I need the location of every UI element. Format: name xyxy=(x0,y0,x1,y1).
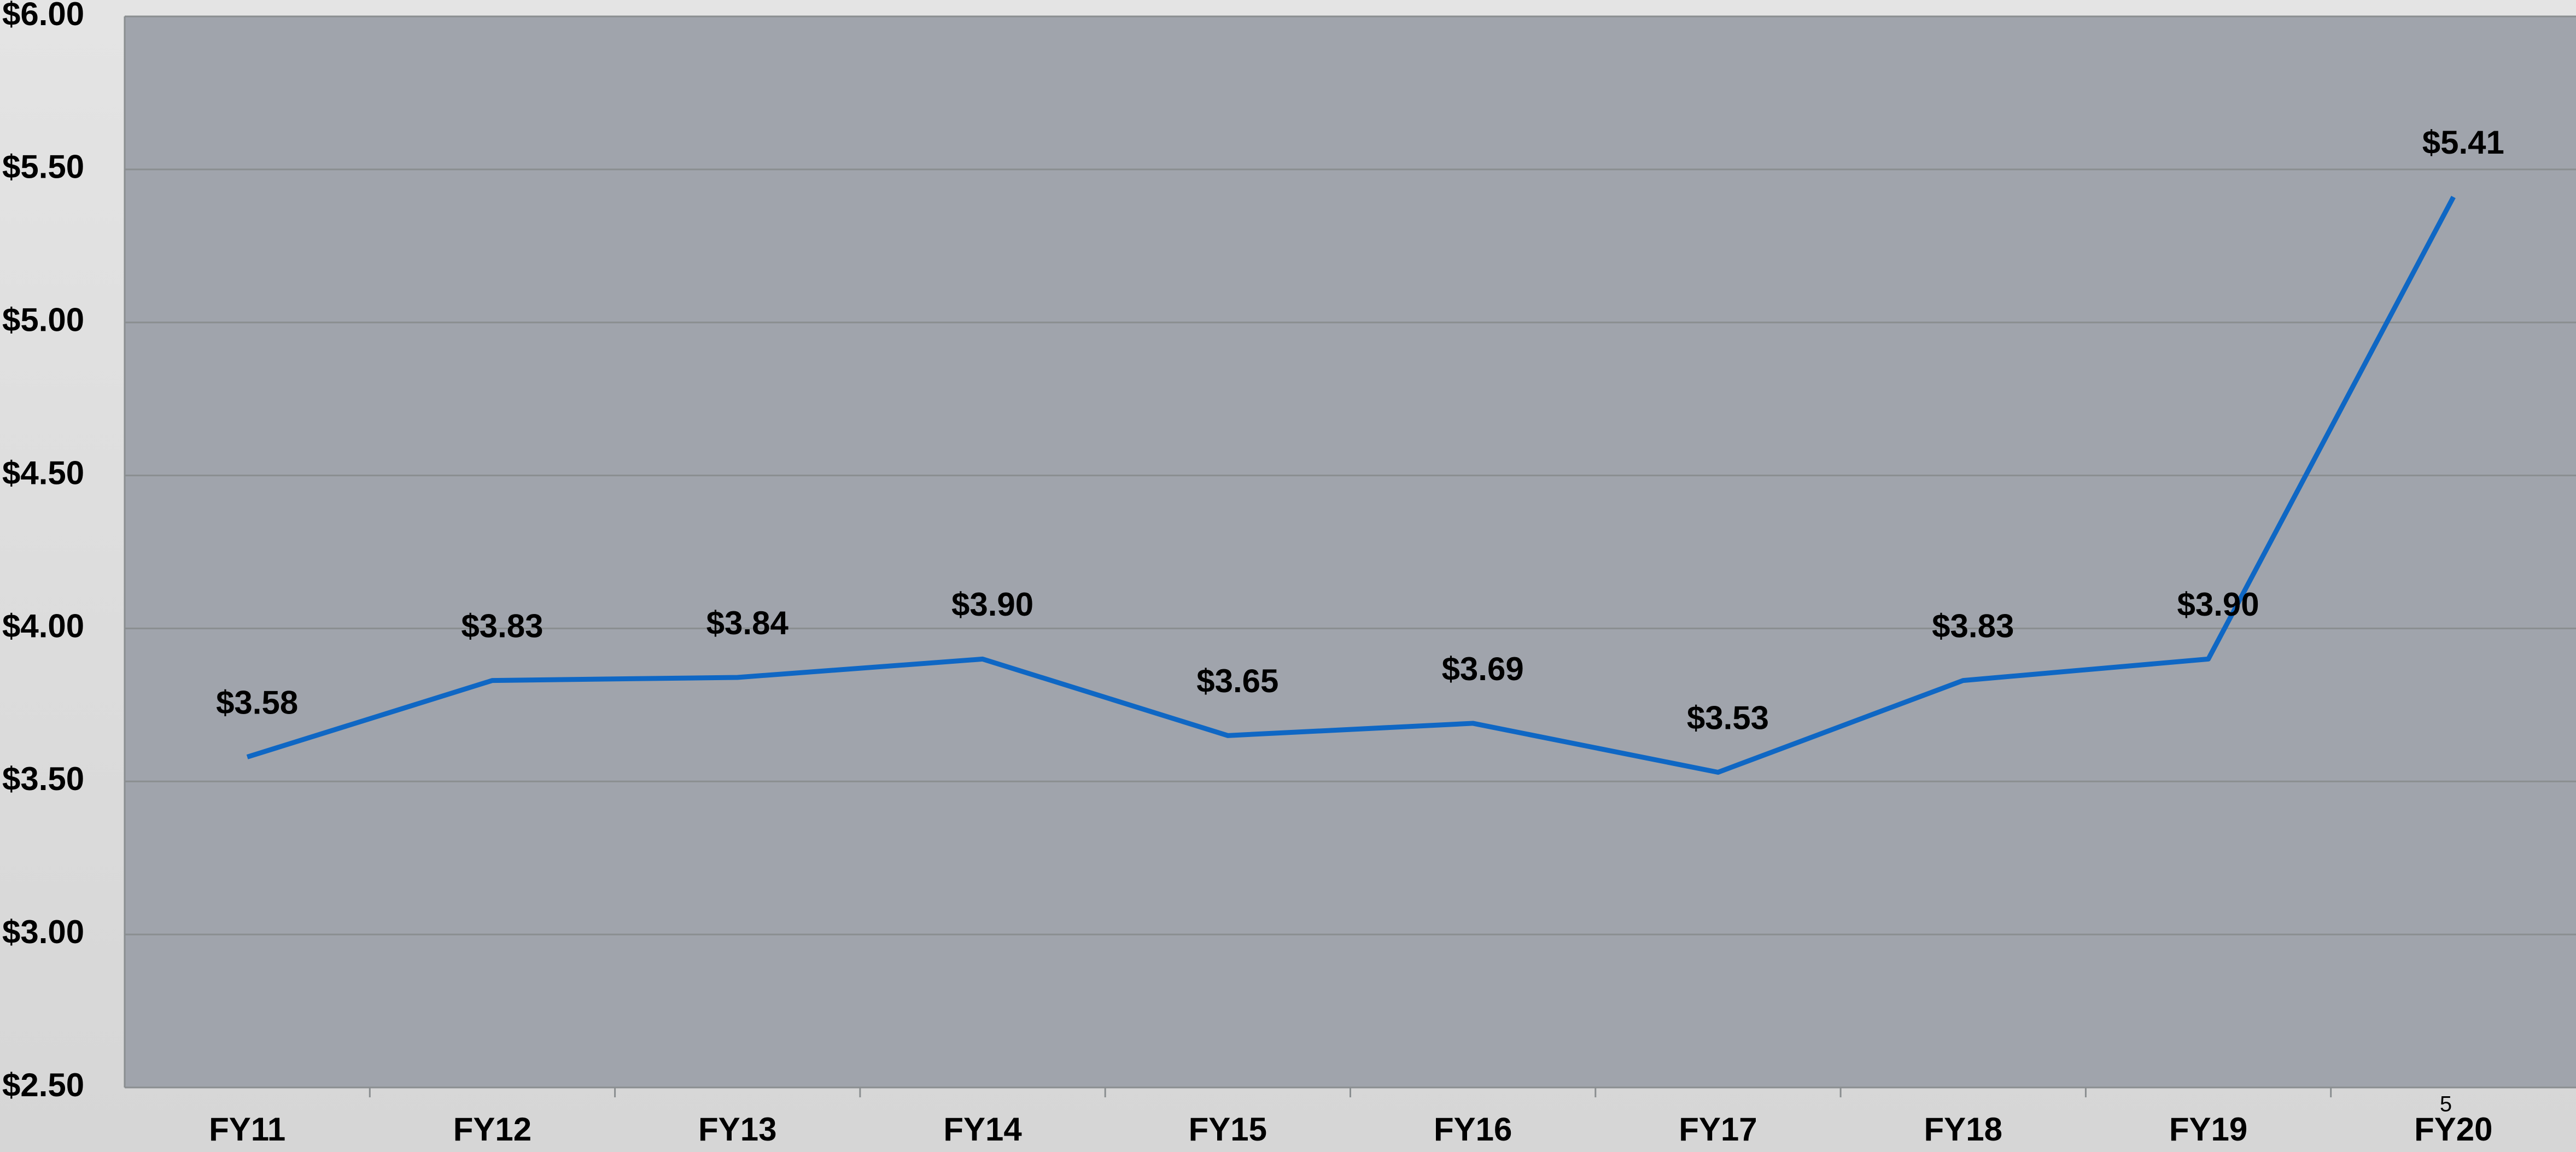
data-label: $3.84 xyxy=(706,605,789,641)
y-tick-label: $2.50 xyxy=(2,1067,84,1103)
y-tick-label: $6.00 xyxy=(2,0,84,32)
y-tick-label: $4.00 xyxy=(2,607,84,644)
data-label: $3.69 xyxy=(1442,651,1524,687)
x-tick-label: FY18 xyxy=(1924,1111,2002,1148)
x-tick-label: FY15 xyxy=(1189,1111,1267,1148)
y-tick-label: $5.50 xyxy=(2,149,84,185)
data-label: $3.90 xyxy=(951,586,1033,623)
x-tick-label: FY13 xyxy=(698,1111,776,1148)
plot-area xyxy=(125,16,2576,1087)
data-label: $5.41 xyxy=(2422,124,2504,161)
y-tick-label: $3.50 xyxy=(2,761,84,797)
x-tick-label: FY19 xyxy=(2169,1111,2247,1148)
data-label: $3.53 xyxy=(1687,699,1769,736)
x-tick-label: FY16 xyxy=(1434,1111,1512,1148)
data-label: $3.83 xyxy=(461,607,543,644)
data-label: $3.83 xyxy=(1932,607,2014,644)
data-label: $3.90 xyxy=(2177,586,2259,623)
x-tick-label: FY11 xyxy=(209,1111,285,1148)
y-tick-label: $3.00 xyxy=(2,914,84,950)
data-label: $3.65 xyxy=(1196,663,1278,699)
data-label: $3.58 xyxy=(216,684,298,721)
chart: 5 $2.50$3.00$3.50$4.00$4.50$5.00$5.50$6.… xyxy=(0,0,2576,1152)
x-tick-label: FY20 xyxy=(2414,1111,2492,1148)
x-tick-label: FY14 xyxy=(943,1111,1022,1148)
x-tick-label: FY17 xyxy=(1679,1111,1757,1148)
x-tick-label: FY12 xyxy=(453,1111,531,1148)
y-tick-label: $4.50 xyxy=(2,454,84,491)
y-tick-label: $5.00 xyxy=(2,302,84,338)
